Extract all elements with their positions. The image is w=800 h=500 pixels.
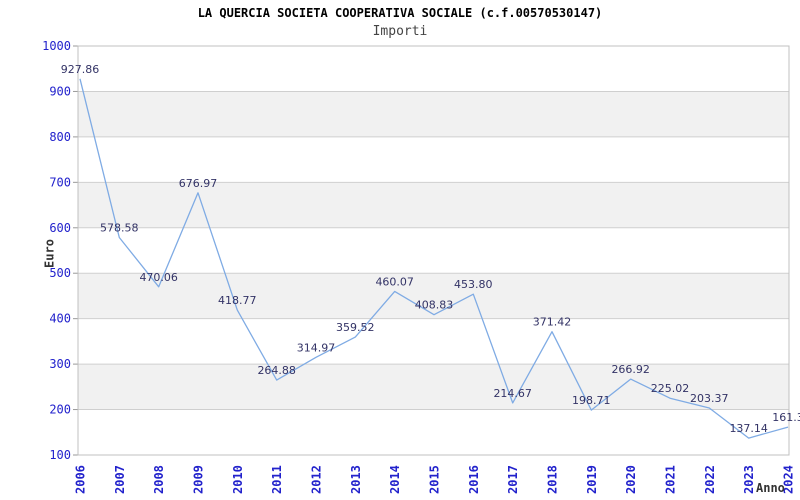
y-tick-label: 100 — [49, 448, 71, 462]
point-label: 198.71 — [572, 394, 611, 407]
point-label: 161.3 — [772, 411, 800, 424]
grid-band — [78, 182, 789, 228]
point-label: 453.80 — [454, 278, 493, 291]
x-tick-label: 2019 — [585, 465, 599, 494]
x-tick-label: 2010 — [231, 465, 245, 494]
point-label: 203.37 — [690, 392, 729, 405]
x-tick-label: 2015 — [428, 465, 442, 494]
point-label: 578.58 — [100, 222, 139, 235]
x-tick-label: 2012 — [310, 465, 324, 494]
grid-band — [78, 364, 789, 410]
x-tick-label: 2007 — [113, 465, 127, 494]
x-tick-label: 2016 — [467, 465, 481, 494]
y-tick-label: 800 — [49, 130, 71, 144]
point-label: 676.97 — [179, 177, 218, 190]
point-label: 359.52 — [336, 321, 375, 334]
y-tick-label: 300 — [49, 357, 71, 371]
x-tick-label: 2017 — [506, 465, 520, 494]
chart-subtitle: Importi — [372, 24, 428, 39]
grid-band — [78, 273, 789, 319]
x-tick-label: 2006 — [74, 465, 88, 494]
y-tick-label: 700 — [49, 175, 71, 189]
chart-title: LA QUERCIA SOCIETA COOPERATIVA SOCIALE (… — [197, 6, 603, 20]
plot-border — [77, 45, 790, 456]
y-tick-label: 400 — [49, 312, 71, 326]
point-label: 214.67 — [493, 387, 532, 400]
point-label: 137.14 — [729, 422, 768, 435]
series-line — [79, 78, 789, 439]
x-tick-label: 2011 — [270, 465, 284, 494]
y-tick-label: 600 — [49, 221, 71, 235]
x-tick-label: 2020 — [624, 465, 638, 494]
y-tick-label: 1000 — [42, 39, 71, 53]
point-label: 460.07 — [375, 275, 414, 288]
point-label: 225.02 — [651, 382, 690, 395]
point-label: 408.83 — [415, 299, 454, 312]
x-tick-label: 2022 — [703, 465, 717, 494]
y-tick-label: 500 — [49, 266, 71, 280]
x-tick-label: 2018 — [546, 465, 560, 494]
x-tick-label: 2021 — [664, 465, 678, 494]
x-tick-label: 2024 — [782, 465, 796, 494]
point-label: 266.92 — [611, 363, 650, 376]
point-label: 470.06 — [139, 271, 178, 284]
point-label: 371.42 — [533, 316, 572, 329]
x-axis-title: Anno — [756, 481, 785, 495]
point-label: 418.77 — [218, 294, 257, 307]
x-tick-label: 2013 — [349, 465, 363, 494]
x-tick-label: 2008 — [152, 465, 166, 494]
y-axis-title: Euro — [42, 239, 57, 268]
point-label: 927.86 — [61, 63, 100, 76]
point-label: 264.88 — [257, 364, 296, 377]
grid-band — [78, 91, 789, 137]
point-label: 314.97 — [297, 341, 336, 354]
y-tick-label: 900 — [49, 84, 71, 98]
x-tick-label: 2009 — [192, 465, 206, 494]
x-tick-label: 2014 — [388, 465, 402, 494]
y-tick-label: 200 — [49, 403, 71, 417]
x-tick-label: 2023 — [742, 465, 756, 494]
